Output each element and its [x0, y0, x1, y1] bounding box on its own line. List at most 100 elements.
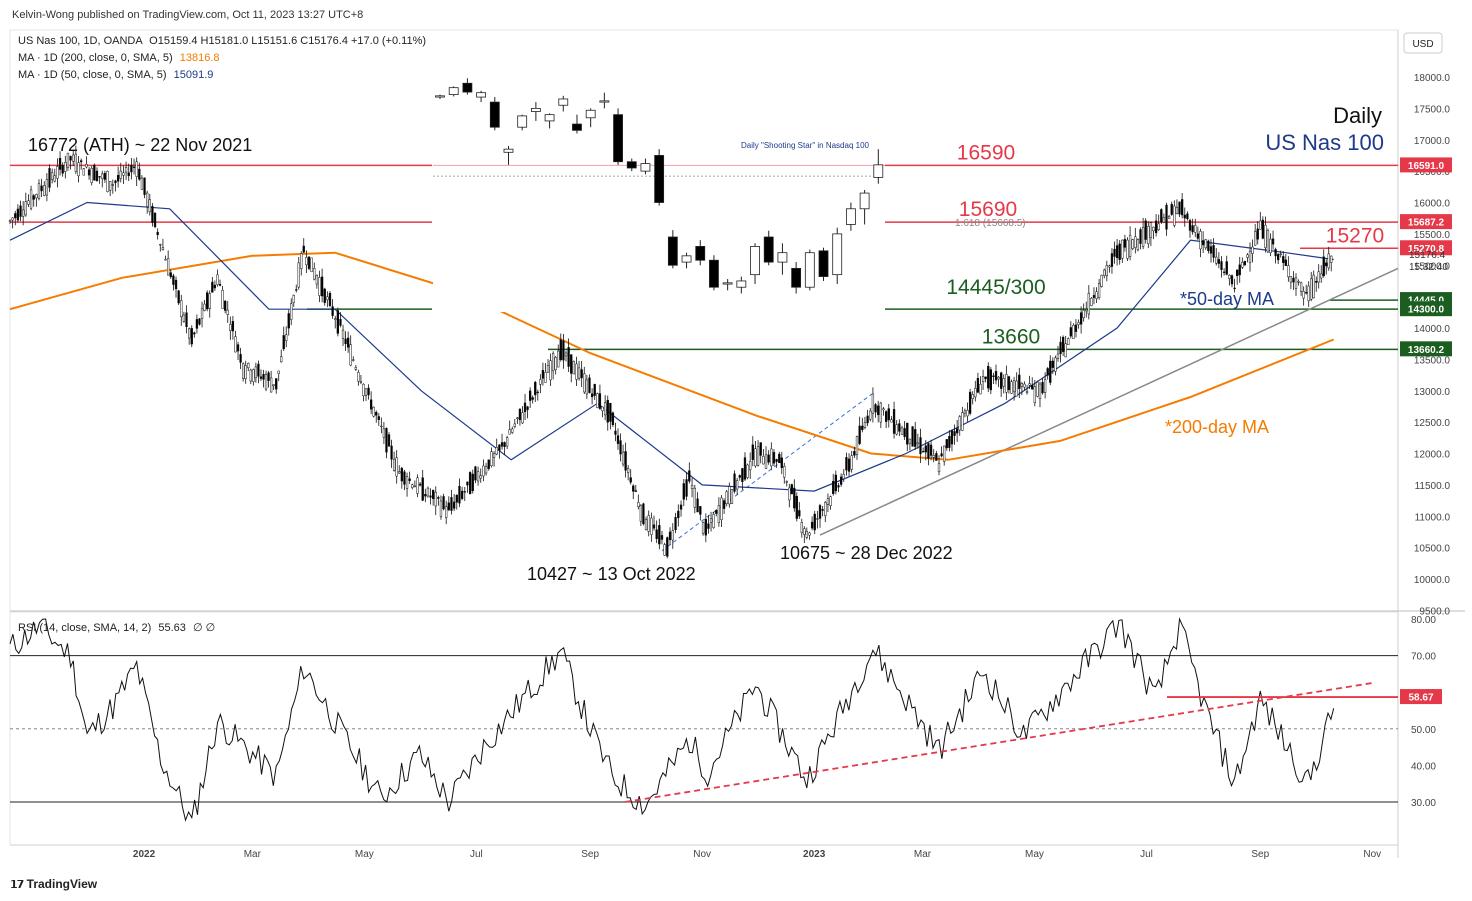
candle-body: [609, 402, 612, 422]
candle-body: [850, 455, 853, 470]
candle-body: [845, 457, 848, 471]
candle-body: [1118, 243, 1121, 260]
candle-body: [927, 443, 930, 459]
candle-body: [627, 468, 630, 473]
candle-body: [275, 378, 278, 390]
price-level-tag: [1400, 341, 1452, 357]
candle-body: [1015, 380, 1018, 397]
inset-candle-body: [530, 107, 541, 112]
candle-body: [69, 156, 72, 161]
candle-body: [1131, 239, 1134, 249]
candle-body: [585, 379, 589, 395]
candle-body: [963, 410, 967, 414]
ma50-value: 15091.9: [173, 69, 214, 81]
candle-body: [924, 445, 927, 453]
candle-body: [234, 336, 237, 353]
candle-body: [1126, 239, 1129, 259]
candle-body: [257, 363, 260, 377]
price-tick-label: 16500.0: [1414, 167, 1451, 178]
candle-body: [331, 306, 334, 316]
candle-body: [1209, 246, 1213, 254]
candle-body: [297, 262, 300, 288]
candle-body: [380, 425, 383, 428]
candle-body: [411, 484, 414, 488]
candle-body: [526, 406, 529, 410]
candle-body: [929, 444, 933, 456]
candle-body: [521, 412, 524, 424]
candle-body: [1207, 240, 1210, 251]
candle-body: [690, 485, 694, 489]
inset-candle-body: [736, 280, 747, 288]
candle-body: [1243, 260, 1247, 266]
legend-symbol: US Nas 100, 1D, OANDA O15159.4 H15181.0 …: [18, 35, 426, 47]
candle-body: [1049, 360, 1052, 383]
candle-body: [508, 429, 511, 435]
inset-candle-body: [818, 250, 829, 277]
candle-body: [511, 428, 514, 433]
candle-body: [892, 409, 896, 434]
candle-body: [728, 486, 731, 505]
time-tick-label: Sep: [1251, 849, 1269, 860]
candle-body: [945, 439, 948, 449]
candle-body: [1000, 372, 1003, 389]
candle-body: [818, 505, 822, 519]
candle-body: [611, 412, 615, 425]
candle-body: [1108, 265, 1111, 268]
candle-body: [1327, 253, 1330, 269]
candle-body: [869, 410, 872, 420]
candle-body: [138, 168, 141, 180]
candle-body: [292, 295, 295, 303]
price-tick-label: 9500.0: [1419, 606, 1450, 617]
candle-body: [1173, 205, 1176, 226]
candle-body: [295, 289, 298, 291]
candle-body: [914, 429, 917, 447]
candle-body: [213, 284, 217, 289]
candle-body: [1018, 374, 1021, 389]
candle-body: [450, 497, 453, 511]
candle-body: [50, 172, 54, 180]
candle-body: [1020, 383, 1024, 387]
ohlc-values: O15159.4 H15181.0 L15151.6 C15176.4 +17.…: [149, 35, 427, 47]
candle-body: [479, 475, 482, 479]
candle-body: [445, 506, 448, 518]
chart-subtitle: US Nas 100: [1265, 130, 1384, 155]
candle-body: [328, 293, 332, 306]
candle-body: [177, 290, 180, 304]
candle-body: [1199, 231, 1202, 250]
candle-body: [632, 485, 635, 492]
candle-body: [395, 457, 398, 477]
candle-body: [174, 279, 178, 290]
candle-body: [424, 494, 427, 497]
candle-body: [247, 363, 250, 369]
candle-body: [1271, 238, 1275, 245]
candle-body: [601, 406, 604, 412]
price-tick-label: 10000.0: [1414, 575, 1451, 586]
candle-body: [405, 476, 409, 489]
candle-body: [572, 361, 575, 375]
candle-body: [413, 485, 417, 488]
tv-brand: TradingView: [26, 877, 98, 891]
candle-body: [167, 258, 170, 276]
candle-body: [159, 244, 162, 246]
candle-body: [997, 376, 1000, 380]
candle-body: [788, 487, 791, 501]
candle-body: [290, 303, 293, 320]
candle-body: [955, 428, 959, 434]
candle-body: [439, 500, 443, 517]
candle-body: [559, 339, 562, 360]
candle-body: [616, 435, 620, 444]
candle-body: [357, 372, 360, 382]
candle-body: [898, 423, 901, 432]
candle-body: [551, 353, 555, 372]
candle-body: [429, 495, 432, 498]
candle-body: [674, 517, 677, 530]
price-level-tag-label: 15270.8: [1408, 244, 1445, 255]
candle-body: [64, 162, 67, 172]
candle-body: [863, 422, 867, 428]
candle-body: [688, 470, 691, 482]
annotation-dec-low: 10675 ~ 28 Dec 2022: [780, 543, 953, 563]
candle-body: [953, 431, 956, 436]
candle-body: [408, 478, 411, 481]
candle-body: [387, 434, 391, 447]
candle-body: [460, 490, 464, 499]
